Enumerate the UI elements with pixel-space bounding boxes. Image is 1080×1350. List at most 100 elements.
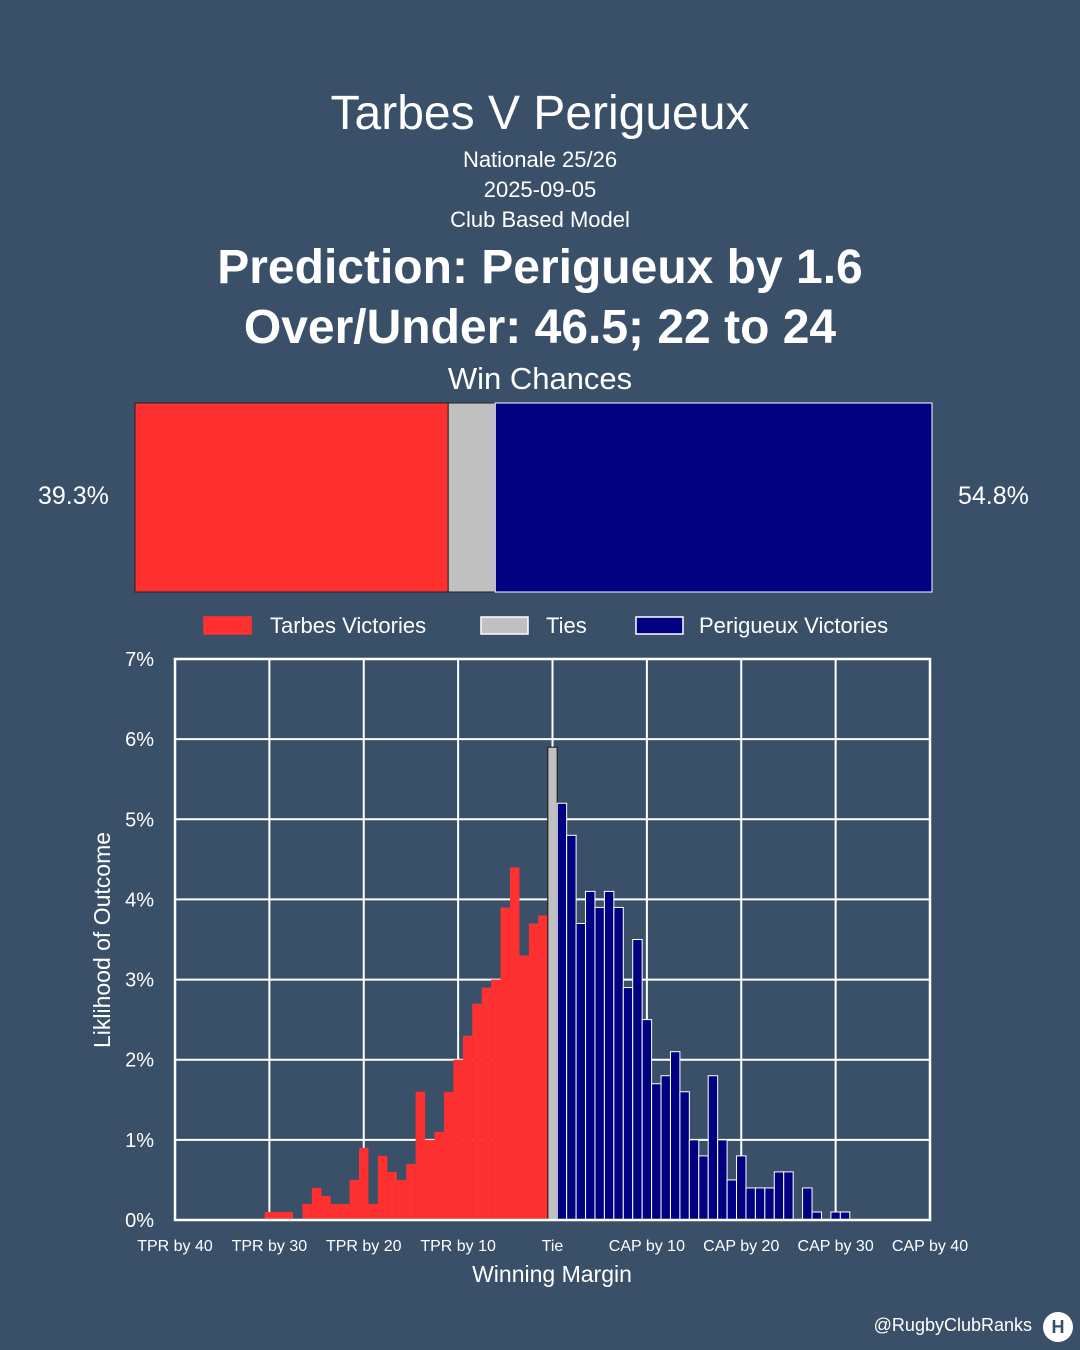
bar-away — [585, 890, 596, 1221]
bar-home — [340, 1203, 350, 1220]
bar-home — [330, 1203, 341, 1220]
bar-away — [594, 906, 605, 1221]
bar-home — [264, 1211, 275, 1220]
win-bar-home — [134, 402, 449, 593]
x-tick-label: CAP by 20 — [703, 1238, 779, 1255]
x-tick-label: Tie — [542, 1238, 564, 1255]
bar-away — [575, 922, 587, 1221]
legend-home-label: Tarbes Victories — [270, 613, 426, 638]
bar-away — [603, 890, 615, 1221]
x-axis-label: Winning Margin — [472, 1261, 632, 1287]
x-tick-label: CAP by 30 — [798, 1238, 874, 1255]
bar-away — [698, 1155, 709, 1221]
bar-home — [406, 1163, 416, 1220]
win-bar-tie — [447, 402, 496, 593]
bar-away — [679, 1091, 690, 1221]
model-name: Club Based Model — [450, 207, 630, 232]
bar-away — [764, 1187, 775, 1221]
x-tick-label: CAP by 40 — [892, 1238, 968, 1255]
bar-home — [519, 955, 529, 1220]
legend-away-swatch — [635, 616, 684, 635]
bar-away — [632, 939, 643, 1221]
x-tick-label: CAP by 10 — [609, 1238, 685, 1255]
goalposts-icon: H — [1043, 1312, 1073, 1342]
win-chances-title: Win Chances — [447, 361, 633, 396]
x-tick-label: TPR by 20 — [326, 1238, 402, 1255]
bar-home — [528, 923, 539, 1220]
legend-away-label: Perigueux Victories — [699, 613, 888, 638]
x-tick-label: TPR by 40 — [137, 1238, 213, 1255]
bar-home — [302, 1203, 312, 1220]
plot-border — [173, 657, 932, 1222]
bar-tie — [547, 746, 558, 1221]
bar-away — [669, 1051, 681, 1221]
bar-home — [377, 1155, 388, 1220]
bar-away — [783, 1171, 794, 1221]
bar-home — [443, 1091, 454, 1220]
bar-away — [622, 987, 634, 1221]
bar-home — [510, 867, 520, 1220]
bar-home — [434, 1131, 444, 1220]
legend-home-swatch — [203, 616, 252, 635]
bar-home — [387, 1171, 397, 1220]
bar-home — [462, 1035, 473, 1220]
away-win-percent: 54.8% — [958, 482, 1029, 510]
legend-tie-label: Ties — [546, 613, 587, 638]
bar-away — [726, 1179, 738, 1221]
bar-away — [660, 1075, 671, 1221]
bar-home — [311, 1187, 322, 1220]
footer-handle: @RugbyClubRanks — [873, 1315, 1032, 1335]
bar-away — [556, 802, 568, 1221]
bar-away — [613, 906, 624, 1221]
bar-home — [425, 1139, 435, 1220]
bar-home — [368, 1203, 378, 1220]
bar-home — [491, 979, 501, 1220]
bar-away — [707, 1075, 719, 1221]
home-win-percent: 39.3% — [38, 482, 109, 510]
over-under-text: Over/Under: 46.5; 22 to 24 — [243, 301, 837, 354]
legend: Tarbes Victories Ties Perigueux Victories — [203, 613, 888, 638]
bar-away — [745, 1187, 756, 1221]
bar-away — [566, 834, 577, 1221]
y-tick-label: 0% — [125, 1210, 154, 1232]
win-bar-away — [494, 402, 933, 593]
bar-away — [802, 1187, 813, 1221]
y-tick-label: 1% — [125, 1130, 154, 1152]
chart-title: Tarbes V Perigueux — [330, 87, 750, 140]
y-tick-label: 3% — [125, 970, 154, 992]
y-tick-label: 7% — [125, 649, 154, 671]
bar-home — [472, 1003, 482, 1220]
win-chances-bar — [134, 402, 933, 593]
league-name: Nationale 25/26 — [462, 147, 618, 172]
prediction-text: Prediction: Perigueux by 1.6 — [217, 241, 863, 294]
bar-away — [754, 1187, 766, 1221]
y-tick-labels: 0% 1% 2% 3% 4% 5% 6% 7% — [125, 649, 154, 1232]
bar-home — [453, 1059, 463, 1220]
bar-home — [500, 907, 511, 1220]
x-tick-labels: TPR by 40 TPR by 30 TPR by 20 TPR by 10 Tie C… — [137, 1238, 968, 1255]
bar-home — [396, 1179, 407, 1220]
match-date: 2025-09-05 — [483, 177, 597, 202]
y-tick-label: 5% — [125, 809, 154, 831]
bar-home — [274, 1211, 284, 1220]
x-tick-label: TPR by 10 — [420, 1238, 496, 1255]
bar-away — [736, 1155, 747, 1221]
y-tick-label: 6% — [125, 729, 154, 751]
bar-home — [359, 1147, 369, 1220]
y-tick-label: 4% — [125, 889, 154, 911]
bar-home — [415, 1091, 426, 1220]
plot-frame — [173, 657, 932, 1222]
bar-home — [321, 1195, 331, 1220]
bar-away — [717, 1139, 728, 1221]
bar-home — [349, 1179, 360, 1220]
bar-away — [641, 1019, 653, 1221]
x-tick-label: TPR by 30 — [232, 1238, 308, 1255]
bar-away — [651, 1083, 662, 1221]
legend-tie-swatch — [480, 616, 529, 635]
histogram-bars — [264, 746, 851, 1221]
bar-home — [481, 987, 492, 1220]
bar-home — [538, 915, 548, 1220]
bar-away — [688, 1139, 700, 1221]
bar-home — [283, 1211, 293, 1220]
